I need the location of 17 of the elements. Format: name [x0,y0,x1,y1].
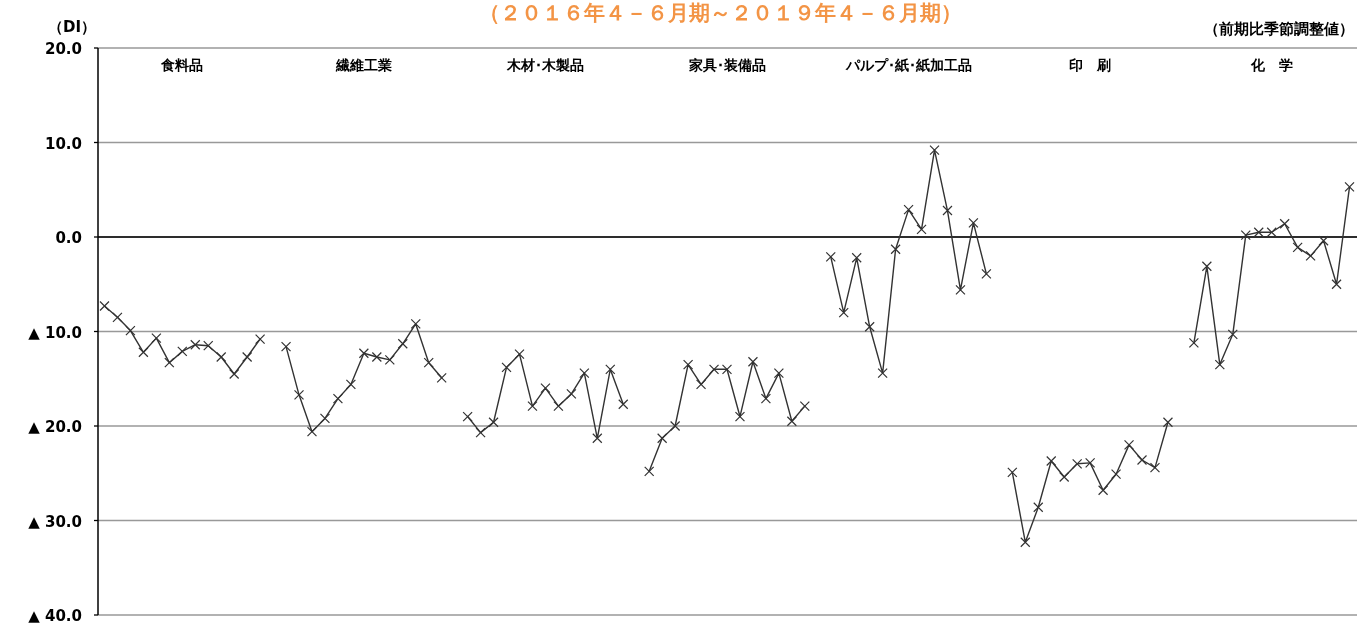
y-tick-label: ▲ 30.0 [28,512,82,531]
y-tick-label: 10.0 [44,134,82,153]
annotation: 木材･木製品 [505,57,584,73]
chart-title: （２０１６年４－６月期～２０１９年４－６月期） [478,1,962,25]
text: （前期比季節調整値） [1204,20,1354,38]
y-tick-label: 20.0 [44,40,82,58]
annotation: 繊維工業 [334,57,392,73]
annotation: 食料品 [160,57,204,73]
y-tick-label: ▲ 20.0 [28,418,82,436]
annotation: 家具･装備品 [687,57,766,73]
y-tick-label: ▲ 10.0 [28,323,82,342]
y-axis-title: （DI） [47,18,97,36]
y-tick-label: ▲ 40.0 [28,607,82,624]
annotation: 印 刷 [1069,57,1112,73]
annotation: 化 学 [1249,57,1293,73]
y-tick-label: 0.0 [55,229,82,247]
annotation: パルプ･紙･紙加工品 [844,57,972,73]
